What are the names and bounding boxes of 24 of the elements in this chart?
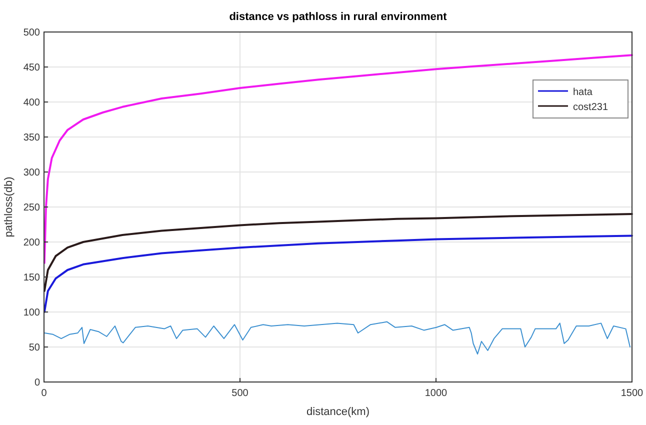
y-tick-label: 100 [23,308,40,318]
y-tick-label: 500 [23,28,40,38]
x-tick-label: 500 [232,388,249,399]
y-tick-label: 450 [23,62,40,74]
y-tick-label: 150 [23,272,40,284]
y-tick-label: 400 [23,98,40,108]
y-tick-label: 350 [23,132,40,144]
chart-title: distance vs pathloss in rural environment [229,11,448,23]
y-axis-title: pathloss(db) [3,176,15,238]
line-series [44,321,631,354]
x-tick-label: 0 [41,388,48,399]
legend-label: cost231 [573,102,608,113]
x-tick-label: 1500 [620,388,644,399]
line-series [43,213,633,292]
line-series [43,54,633,264]
y-tick-label: 250 [23,202,40,214]
line-series [43,234,633,313]
y-tick-label: 0 [34,378,40,388]
legend-label: hata [573,87,593,98]
x-tick-label: 1000 [424,388,448,399]
y-tick-label: 300 [23,168,40,178]
y-tick-label: 200 [23,238,40,248]
y-tick-label: 50 [28,342,40,354]
x-axis-title: distance(km) [306,406,370,418]
